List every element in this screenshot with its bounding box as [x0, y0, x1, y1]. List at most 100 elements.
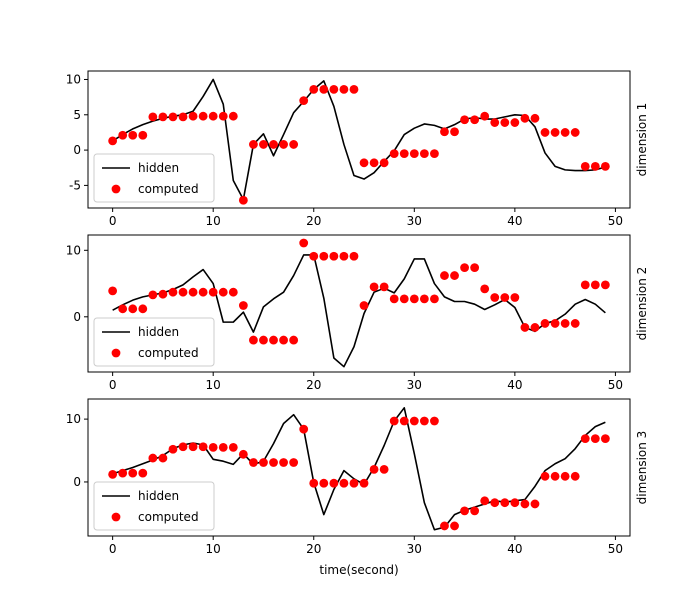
computed-point [289, 458, 299, 467]
computed-point [430, 416, 439, 426]
computed-point [158, 289, 168, 299]
x-tick-label: 10 [206, 378, 221, 392]
computed-point [138, 304, 148, 314]
computed-point [259, 140, 268, 149]
legend-box [93, 481, 215, 531]
computed-point [600, 161, 610, 171]
computed-point [168, 287, 178, 297]
computed-point [309, 478, 319, 488]
computed-point [289, 140, 299, 149]
computed-point [540, 471, 550, 481]
computed-point [510, 118, 520, 127]
computed-point [600, 434, 610, 443]
computed-point [228, 111, 238, 121]
computed-point [218, 287, 228, 297]
computed-point [299, 238, 309, 248]
computed-point [339, 251, 349, 261]
dimension-label: dimension 2 [635, 267, 649, 341]
computed-point [450, 521, 459, 531]
computed-point [460, 506, 469, 516]
computed-point [339, 84, 349, 94]
computed-point [570, 319, 580, 328]
plot-frame [87, 398, 631, 537]
computed-point [339, 478, 349, 488]
computed-point [440, 521, 449, 531]
computed-point [500, 293, 510, 302]
x-tick-label: 0 [109, 378, 117, 392]
computed-point [329, 84, 339, 94]
legend: hidden computed [93, 153, 215, 203]
computed-point [510, 498, 520, 508]
computed-point [430, 294, 439, 304]
computed-point [319, 478, 329, 488]
computed-point [399, 416, 409, 426]
computed-point [450, 127, 459, 137]
computed-point [208, 287, 218, 297]
legend: hidden computed [93, 481, 215, 531]
x-tick-label: 20 [306, 214, 321, 228]
computed-point [269, 335, 278, 345]
computed-point [218, 111, 228, 121]
computed-point [379, 464, 389, 474]
x-tick-label: 50 [608, 214, 623, 228]
computed-point [530, 323, 540, 332]
computed-point [409, 294, 419, 304]
computed-point [218, 442, 228, 452]
x-axis-label: time(second) [319, 563, 398, 577]
computed-point [369, 282, 379, 292]
x-tick-label: 10 [206, 542, 221, 556]
computed-point [349, 84, 359, 94]
computed-point [440, 271, 449, 280]
computed-point [118, 130, 128, 140]
x-tick-label: 30 [407, 542, 422, 556]
computed-point [329, 478, 339, 488]
computed-point [329, 251, 339, 261]
legend-box [93, 317, 215, 367]
computed-point [389, 294, 399, 304]
computed-point [168, 444, 178, 454]
x-tick-label: 40 [507, 214, 522, 228]
computed-point [379, 158, 389, 168]
legend-label-computed: computed [138, 510, 199, 524]
x-tick-label: 10 [206, 214, 221, 228]
computed-point [259, 335, 268, 345]
computed-point [108, 470, 118, 479]
computed-point [309, 84, 319, 94]
computed-point [118, 304, 128, 314]
computed-point [188, 287, 198, 297]
computed-point [560, 319, 570, 328]
computed-point [289, 335, 299, 345]
legend-label-hidden: hidden [138, 489, 179, 503]
computed-point [520, 113, 530, 123]
computed-point [500, 498, 510, 508]
computed-point [158, 453, 168, 463]
computed-point [540, 128, 550, 137]
computed-point [148, 290, 158, 300]
x-tick-label: 0 [109, 542, 117, 556]
legend-dot-swatch [111, 184, 121, 194]
plot-frame [87, 70, 631, 209]
computed-point [419, 416, 429, 426]
computed-point [419, 294, 429, 304]
computed-point [490, 118, 500, 127]
chart-panel-3: 0 10 20 30 40 50 0 10 dimension 3 time(second) hid… [66, 398, 649, 577]
computed-point [580, 161, 590, 171]
computed-point [108, 286, 118, 296]
computed-point [460, 263, 469, 272]
chart-panel-2: 0 10 20 30 40 50 0 10 dimension 2 hidden computed [66, 234, 649, 392]
computed-point [490, 498, 500, 508]
computed-point [259, 458, 268, 467]
dimension-label: dimension 3 [635, 431, 649, 505]
computed-point [279, 458, 288, 467]
computed-point [520, 499, 530, 509]
computed-point [590, 434, 600, 443]
x-tick-label: 40 [507, 378, 522, 392]
computed-point [299, 96, 309, 106]
computed-point [409, 416, 419, 426]
computed-point [369, 464, 379, 474]
computed-point [560, 128, 570, 137]
legend-label-computed: computed [138, 346, 199, 360]
computed-point [470, 115, 480, 125]
computed-point [530, 113, 540, 123]
